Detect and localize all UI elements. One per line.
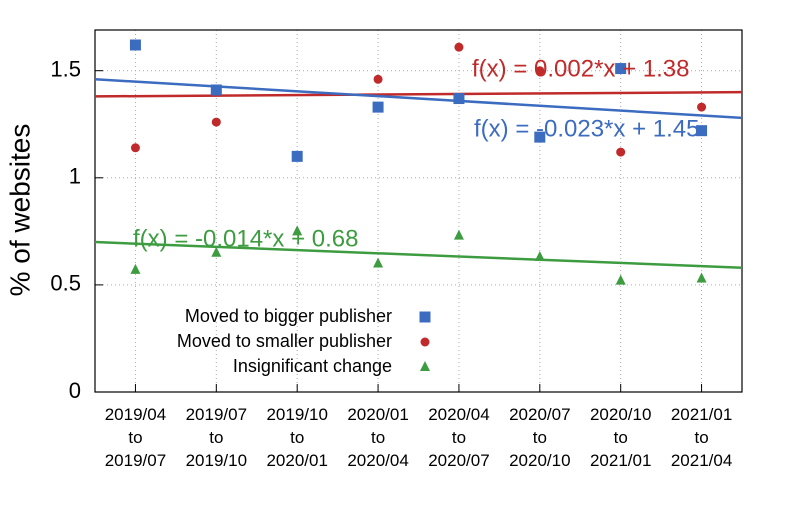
y-axis-label: % of websites: [4, 124, 35, 297]
x-tick-label: 2020/01 to 2020/04: [347, 405, 408, 470]
marker-triangle: [130, 263, 141, 274]
x-tick-line: 2020/10: [590, 405, 651, 424]
trend-line: [94, 240, 743, 270]
marker-triangle: [534, 251, 545, 262]
marker-circle: [373, 74, 383, 84]
x-tick-line: 2020/07: [428, 451, 489, 470]
x-tick-line: 2020/04: [428, 405, 489, 424]
marker-circle: [130, 143, 140, 153]
x-tick-label: 2019/04 to 2019/07: [105, 405, 166, 470]
x-tick-line: 2019/10: [186, 451, 247, 470]
x-tick-label: 2020/07 to 2020/10: [509, 405, 570, 470]
trend-label: f(x) = 0.002*x + 1.38: [472, 55, 689, 82]
plot-frame: [94, 29, 743, 393]
x-tick-line: 2019/10: [266, 405, 327, 424]
marker-triangle: [453, 229, 464, 240]
marker-square: [615, 63, 627, 75]
x-tick-line: to: [209, 428, 223, 447]
x-tick-line: 2019/07: [186, 405, 247, 424]
legend-label: Moved to smaller publisher: [177, 331, 392, 351]
y-tick-label: 0: [69, 378, 81, 403]
x-tick-label: 2021/01 to 2021/04: [671, 405, 732, 470]
x-tick-label: 2019/10 to 2020/01: [266, 405, 327, 470]
marker-circle: [697, 102, 707, 112]
trend-line: [94, 90, 743, 98]
x-tick-line: 2021/01: [671, 405, 732, 424]
legend-label: Insignificant change: [233, 356, 392, 376]
legend-marker: [419, 311, 431, 323]
y-tick-label: 1: [69, 164, 81, 189]
marker-triangle: [615, 274, 626, 285]
x-tick-line: 2019/04: [105, 405, 166, 424]
x-tick-line: to: [452, 428, 466, 447]
x-tick-label: 2020/04 to 2020/07: [428, 405, 489, 470]
marker-square: [291, 150, 303, 162]
marker-triangle: [696, 272, 707, 283]
legend-marker: [420, 361, 430, 371]
marker-square: [372, 101, 384, 113]
legend-marker: [420, 337, 430, 347]
marker-square: [534, 131, 546, 143]
marker-square: [210, 84, 222, 96]
x-tick-line: to: [614, 428, 628, 447]
trend-label: f(x) = -0.023*x + 1.45: [474, 115, 699, 142]
marker-triangle: [373, 257, 384, 268]
y-tick-label: 0.5: [50, 271, 81, 296]
x-tick-line: to: [290, 428, 304, 447]
x-tick-line: 2020/10: [509, 451, 570, 470]
trend-line: [94, 78, 743, 120]
x-tick-line: to: [371, 428, 385, 447]
marker-square: [696, 125, 708, 137]
trend-label: f(x) = -0.014*x + 0.68: [133, 225, 358, 252]
marker-circle: [535, 66, 545, 76]
marker-circle: [454, 42, 464, 52]
x-tick-label: 2020/10 to 2021/01: [590, 405, 651, 470]
x-tick-line: to: [533, 428, 547, 447]
marker-square: [453, 93, 465, 105]
x-tick-line: 2021/04: [671, 451, 732, 470]
marker-triangle: [211, 246, 222, 257]
x-tick-label: 2019/07 to 2019/10: [186, 405, 247, 470]
marker-square: [129, 39, 141, 51]
x-tick-line: 2020/01: [266, 451, 327, 470]
x-tick-line: 2020/01: [347, 405, 408, 424]
marker-circle: [616, 147, 626, 157]
x-tick-line: to: [128, 428, 142, 447]
x-tick-line: to: [694, 428, 708, 447]
x-tick-line: 2020/07: [509, 405, 570, 424]
x-tick-line: 2020/04: [347, 451, 408, 470]
x-tick-line: 2021/01: [590, 451, 651, 470]
y-tick-label: 1.5: [50, 57, 81, 82]
marker-circle: [211, 117, 221, 127]
marker-triangle: [292, 225, 303, 236]
legend-label: Moved to bigger publisher: [185, 306, 392, 326]
x-tick-line: 2019/07: [105, 451, 166, 470]
